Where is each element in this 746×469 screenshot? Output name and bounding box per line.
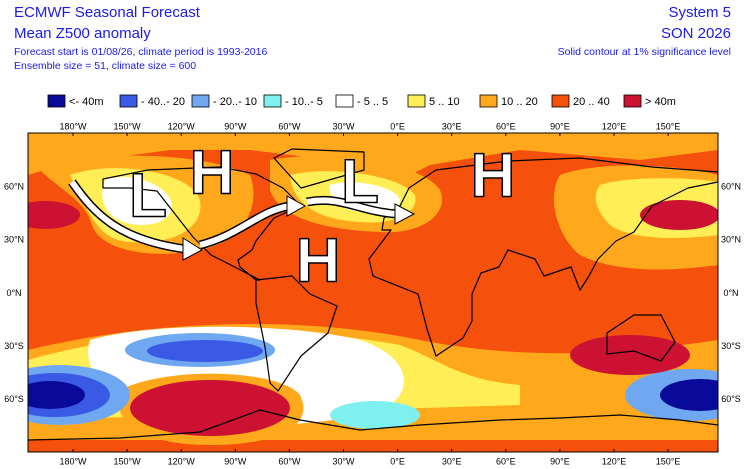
legend-swatch [47, 94, 66, 108]
latitude-label: 30°S [4, 341, 24, 351]
ensemble-info: Ensemble size = 51, climate size = 600 [14, 60, 196, 72]
legend-swatch [191, 94, 210, 108]
longitude-label: 60°W [278, 456, 301, 466]
legend-label: - 10..- 5 [285, 96, 323, 108]
season: SON 2026 [661, 25, 731, 42]
pressure-label: H [471, 141, 516, 210]
latitude-label: 60°S [4, 394, 24, 404]
legend: <- 40m - 40..- 20 - 20..- 10 - 10..- 5 - 5 .… [47, 94, 676, 108]
coastline [28, 409, 718, 441]
field-navy [28, 381, 85, 409]
longitude-label: 90°E [550, 456, 570, 466]
field-white [102, 176, 172, 225]
longitude-label: 150°W [114, 121, 142, 131]
system: System 5 [668, 4, 731, 21]
longitude-label: 120°W [168, 456, 196, 466]
legend-label: > 40m [645, 96, 676, 108]
legend-label: - 20..- 10 [213, 96, 257, 108]
longitude-label: 30°W [332, 121, 355, 131]
pressure-label: L [341, 147, 379, 216]
longitude-label: 30°E [442, 121, 462, 131]
longitude-label: 150°W [114, 456, 142, 466]
longitude-label: 60°W [278, 121, 301, 131]
field-crimson [640, 200, 718, 230]
legend-swatch [551, 94, 570, 108]
coastline [273, 148, 365, 189]
latitude-label: 30°N [4, 235, 24, 245]
title: ECMWF Seasonal Forecast [14, 4, 201, 21]
longitude-label: 60°E [496, 456, 516, 466]
field-orange [28, 133, 718, 180]
field-crimson [130, 380, 290, 436]
latitude-label: 30°S [721, 341, 741, 351]
longitude-label: 120°E [602, 121, 627, 131]
field-crimson [28, 201, 80, 229]
legend-label: - 40..- 20 [141, 96, 185, 108]
longitude-label: 150°E [656, 456, 681, 466]
longitude-label: 90°E [550, 121, 570, 131]
legend-label: 10 .. 20 [501, 96, 538, 108]
latitude-label: 0°N [723, 288, 738, 298]
subtitle: Mean Z500 anomaly [14, 25, 151, 42]
legend-swatch [263, 94, 282, 108]
legend-label: 5 .. 10 [429, 96, 460, 108]
pressure-label: H [296, 226, 341, 295]
legend-swatch [407, 94, 426, 108]
contour-note: Solid contour at 1% significance level [558, 46, 731, 58]
legend-swatch [119, 94, 138, 108]
legend-label: 20 .. 40 [573, 96, 610, 108]
legend-label: - 5 .. 5 [357, 96, 388, 108]
longitude-label: 180°W [59, 456, 87, 466]
longitude-label: 150°E [656, 121, 681, 131]
legend-swatch [335, 94, 354, 108]
longitude-label: 120°W [168, 121, 196, 131]
legend-swatch [623, 94, 642, 108]
pressure-label: H [190, 138, 235, 207]
field-cyan [330, 401, 420, 429]
field-blue [147, 340, 263, 362]
longitude-label: 30°E [442, 456, 462, 466]
coastline [255, 275, 338, 392]
longitude-label: 90°W [224, 456, 247, 466]
coastline [606, 314, 676, 362]
latitude-label: 60°N [4, 181, 24, 191]
latitude-label: 0°N [6, 288, 21, 298]
longitude-label: 90°W [224, 121, 247, 131]
longitude-label: 30°W [332, 456, 355, 466]
latitude-label: 60°S [721, 394, 741, 404]
field-navy [660, 379, 718, 411]
legend-swatch [479, 94, 498, 108]
pressure-label: L [129, 161, 167, 230]
longitude-label: 0°E [390, 121, 405, 131]
legend-label: <- 40m [69, 96, 104, 108]
longitude-label: 120°E [602, 456, 627, 466]
coastline [368, 157, 718, 357]
longitude-label: 0°E [390, 456, 405, 466]
coastline [102, 166, 302, 281]
forecast-info: Forecast start is 01/08/26, climate peri… [14, 46, 267, 58]
flow-arrows [68, 179, 416, 261]
field-crimson [570, 335, 690, 375]
anomaly-field [28, 133, 718, 452]
latitude-label: 30°N [721, 235, 741, 245]
latitude-label: 60°N [721, 181, 741, 191]
longitude-label: 60°E [496, 121, 516, 131]
map-frame [27, 132, 719, 453]
longitude-label: 180°W [59, 121, 87, 131]
